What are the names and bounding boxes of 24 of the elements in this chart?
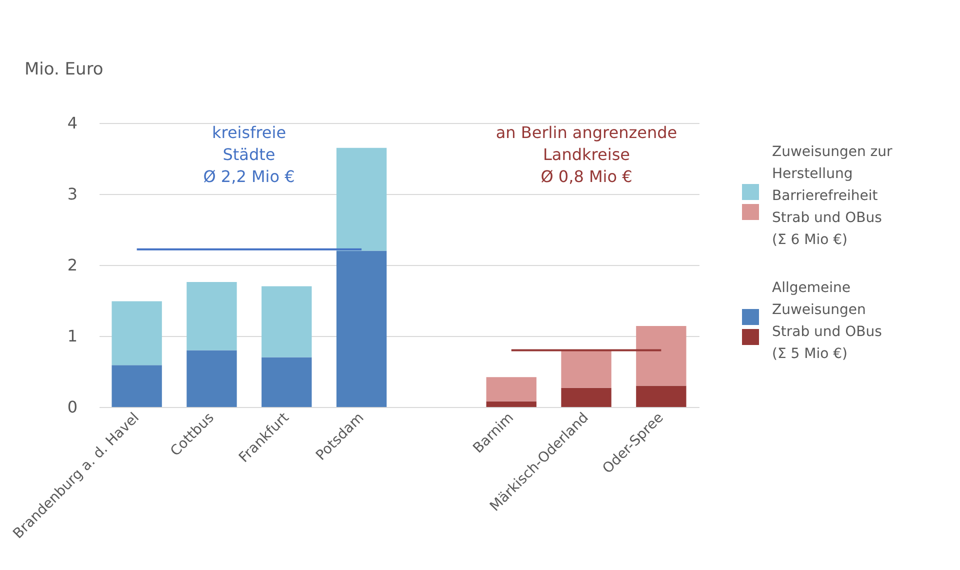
bar [636,386,686,407]
y-axis-title: Mio. Euro [24,60,104,80]
bar [561,388,612,407]
y-tick-label: 1 [67,326,78,346]
legend-label: Zuweisungen zur Herstellung Barrierefreiheit Strab und OBus (Σ 6 Mio €) [772,144,892,248]
bar [262,357,312,407]
bar [186,282,237,350]
bar [336,250,387,407]
bar [486,377,536,402]
y-tick-label: 2 [67,256,78,274]
y-tick-label: 0 [67,398,78,416]
bar [561,350,612,388]
bar [262,286,312,358]
bar [636,326,686,386]
y-tick-label: 3 [67,184,78,204]
bar [186,350,237,407]
y-tick-label: 4 [67,114,78,132]
legend-label: Allgemeine Zuweisungen Strab und OBus (Σ 5 Mio €) [772,280,882,362]
bar [112,365,162,407]
bar [112,301,162,366]
bar [336,148,387,251]
annotation: an Berlin angrenzende Landkreise Ø 0,8 Mio € [496,123,678,186]
annotation: kreisfreie Städte Ø 2,2 Mio € [203,123,295,186]
bar [486,401,536,407]
